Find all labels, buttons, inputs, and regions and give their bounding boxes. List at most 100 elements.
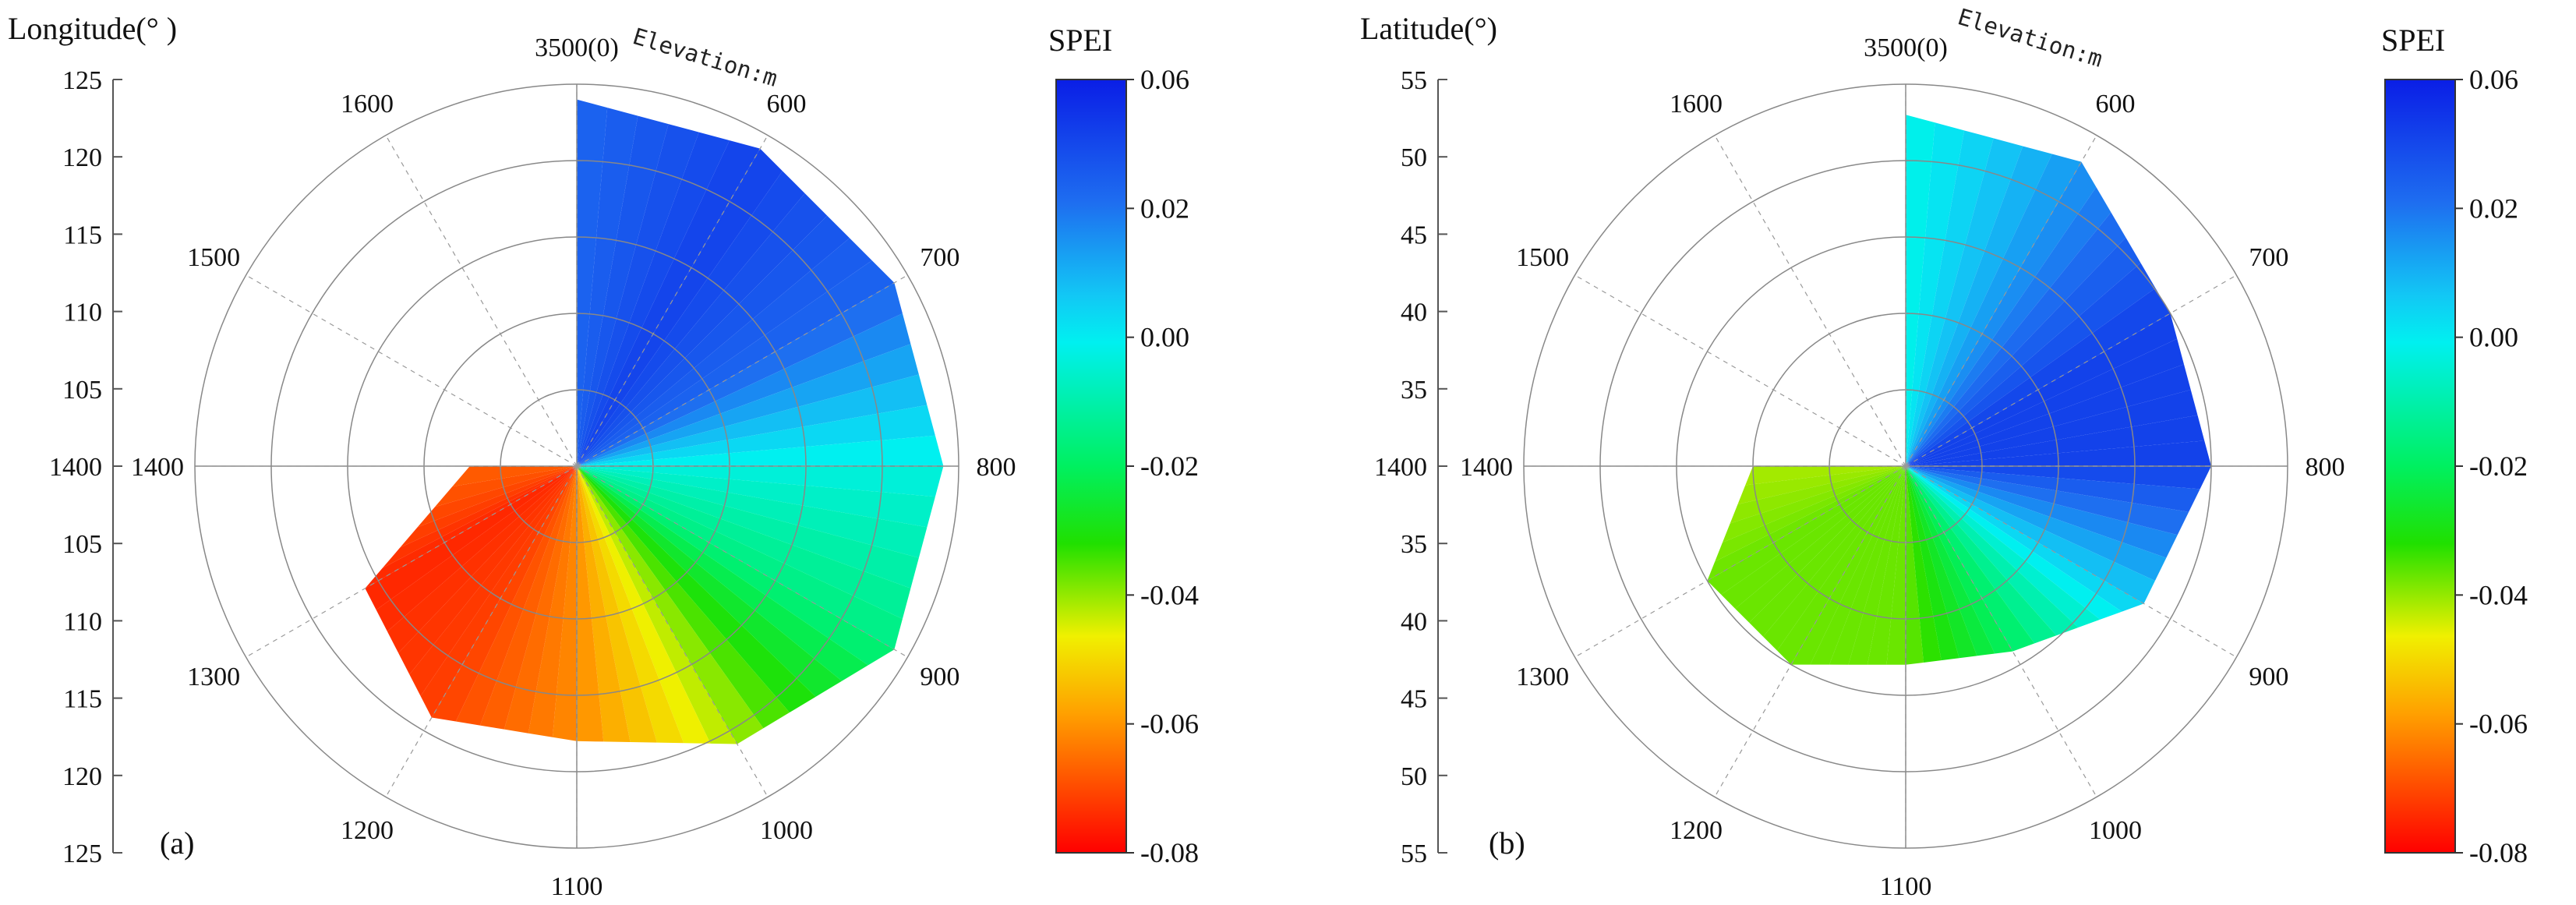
panel-a-field-sector [577,282,903,466]
panel-b-spoke [1714,465,1906,797]
panel-b-field-sector [1906,390,2198,466]
panel-a-label: (a) [160,825,194,861]
panel-a-field-sector [577,435,944,466]
panel-a-field-sector [577,466,928,558]
panel-b-spoke [1905,465,2097,797]
panel-b-axis-tick-label: 35 [1401,376,1427,405]
panel-a-field-sector [400,466,577,548]
panel-a-field-sector [577,344,919,466]
panel-a-field-sector [479,466,577,730]
panel-a-field-sector [577,140,761,466]
panel-a-field-sector [435,466,577,507]
panel-a-field-sector [409,466,577,696]
panel-b-field-sector [1737,466,1906,504]
panel-b: Latitude(°) 55 50 45 40 35 1400 35 40 45 50 55 350… [1360,3,2528,901]
panel-b-field-sector [1906,466,2101,628]
panel-b-field-sector [1906,466,1977,659]
panel-b-field-sector [1730,466,1906,524]
panel-a-field-sector [577,124,699,466]
panel-b-field-sector [1848,466,1906,665]
panel-a-field-sector [577,466,935,528]
panel-b-field-sector [1868,466,1906,665]
panel-b-angular-label: 700 [2249,243,2288,272]
panel-a-axis-tick-label: 115 [63,221,102,249]
panel-a-angular-label: 1400 [131,453,184,482]
panel-a-field-sector [577,374,928,466]
panel-a-field-sector [577,466,868,681]
panel-b-colorbar-tick-label: -0.08 [2469,837,2528,868]
panel-b-field-sector [1906,466,1924,665]
panel-b-field-sector [1906,466,2057,644]
panel-a-field-sector [552,466,577,741]
panel-a-colorbar-tick-label: 0.06 [1140,64,1189,95]
panel-a-angular-label: 900 [920,663,959,691]
panel-b-axis-tick-label: 1400 [1374,453,1427,482]
panel-a-angular-label: 1300 [187,663,240,691]
panel-b-colorbar-tick-label: 0.00 [2469,322,2518,353]
panel-b-field-sector [1810,466,1906,665]
panel-b-angular-label: 1000 [2089,816,2142,845]
panel-b-field-sector [1763,466,1906,651]
panel-a-angular-label: 700 [920,243,959,272]
panel-a: Longitude(° ) 125 120 115 110 105 1400 105 110 1… [8,11,1199,901]
panel-a-field-sector [577,260,895,466]
panel-b-spoke [1905,135,2097,467]
panel-a-axis-tick-label: 105 [62,376,102,405]
panel-a-field-sector [452,466,577,487]
panel-b-axis-tick-label: 55 [1401,66,1427,95]
panel-a-field-sector [504,466,577,734]
panel-b-field-sector [1721,466,1906,609]
panel-b-field-sector [1906,466,1959,661]
panel-a-spoke [576,465,908,658]
panel-a-spoke [385,135,578,467]
panel-b-field-sector [1906,138,2023,466]
panel-a-field-sector [376,466,577,632]
panel-b-axis-tick-label: 50 [1401,762,1427,791]
panel-a-field-sector [577,466,631,743]
panel-b-field-sector [1906,364,2191,466]
panel-b-field-sector [1715,466,1906,562]
panel-a-field-sector [577,466,657,743]
panel-b-angular-label: 3500(0) [1864,34,1948,62]
panel-b-field-sector [1906,115,1935,466]
panel-a-field-sector [577,238,872,466]
panel-b-axis-tick-label: 35 [1401,530,1427,559]
panel-b-field-sector [1906,466,2167,581]
panel-a-axis-tick-label: 120 [62,762,102,791]
panel-b-field-sector [1906,288,2171,466]
panel-b-field-sector [1707,466,1906,595]
panel-b-field-sector [1906,122,1965,466]
panel-b-field-sector [1906,466,2013,654]
panel-a-field-sector [528,466,577,737]
panel-b-field-sector [1906,263,2156,466]
panel-a-axis-tick-label: 105 [62,530,102,559]
panel-a-axis-tick-label: 125 [62,66,102,95]
panel-a-field-sector [577,466,911,619]
panel-a-field-sector [577,115,669,466]
panel-a-field-sector [577,466,843,697]
panel-a-colorbar-title: SPEI [1048,23,1112,58]
panel-b-colorbar-tick-label: 0.02 [2469,193,2518,224]
panel-a-axis-title: Longitude(° ) [8,11,177,46]
panel-a-axis-tick-label: 110 [63,299,102,327]
panel-b-axis-tick-label: 45 [1401,221,1427,249]
panel-b-field-sector [1906,466,2178,558]
panel-a-field-sector [577,466,604,742]
panel-a-axis-tick-label: 110 [63,607,102,636]
panel-a-colorbar-tick-label: -0.08 [1140,837,1199,868]
panel-b-spoke [1574,465,1906,658]
panel-a-field-sector [577,466,684,744]
panel-a-colorbar [1055,79,1127,854]
panel-a-field-sector [577,466,895,666]
panel-a-field-sector [577,466,903,650]
panel-a-angular-label: 600 [767,90,807,118]
panel-b-field-sector [1906,466,2155,604]
panel-a-spoke [246,274,578,467]
panel-a-axis-tick-label: 120 [62,143,102,172]
panel-b-colorbar [2384,79,2456,854]
panel-a-field-sector [382,466,577,568]
panel-a-colorbar-tick-label: 0.02 [1140,193,1189,224]
panel-b-axis-tick-label: 40 [1401,607,1427,636]
panel-b-colorbar-tick-label: -0.02 [2469,451,2528,482]
